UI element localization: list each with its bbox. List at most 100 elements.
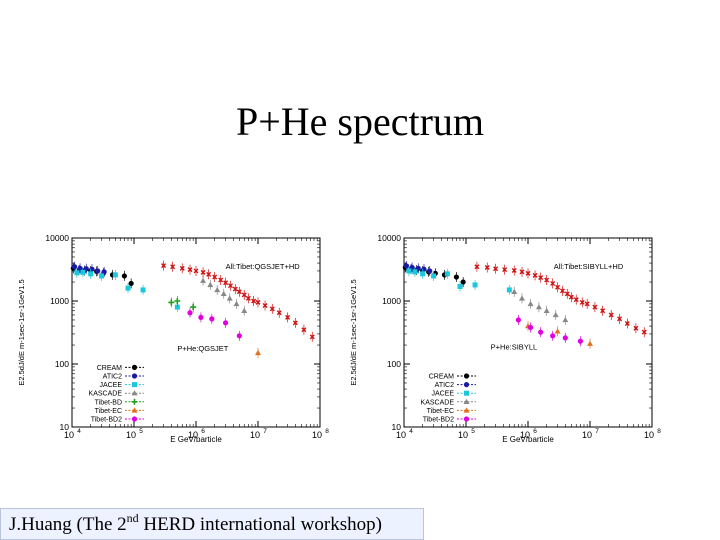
series-kascade	[200, 275, 248, 316]
series-tibet-bd	[168, 296, 197, 313]
x-tick-exponent: 4	[409, 428, 413, 435]
y-tick-label: 10000	[45, 233, 69, 243]
legend-label: KASCADE	[421, 399, 455, 406]
data-point	[262, 302, 268, 308]
x-tick-label: 10	[582, 430, 592, 440]
footer-text-sup: nd	[126, 511, 139, 525]
x-tick-exponent: 8	[657, 428, 661, 435]
data-point	[506, 287, 512, 293]
data-point	[412, 269, 418, 275]
data-point	[255, 299, 261, 305]
data-point	[174, 304, 180, 310]
x-tick-label: 10	[458, 430, 468, 440]
annotation-label: P+He:QGSJET	[177, 344, 228, 353]
legend-label: Tibet-BD2	[91, 417, 122, 424]
legend-marker	[463, 398, 470, 404]
legend-marker	[131, 407, 138, 413]
legend-label: KASCADE	[89, 391, 123, 398]
data-point	[421, 266, 427, 272]
legend-marker	[131, 398, 138, 405]
legend-label: JACEE	[431, 391, 454, 398]
data-point	[460, 279, 466, 285]
data-point	[95, 268, 101, 274]
data-point	[161, 263, 167, 269]
data-point	[207, 281, 214, 288]
x-tick-exponent: 5	[139, 428, 143, 435]
data-point	[128, 280, 134, 287]
data-point	[241, 292, 247, 298]
data-point	[121, 273, 127, 279]
data-point	[140, 287, 146, 293]
data-point	[214, 286, 221, 293]
y-tick-label: 1000	[382, 296, 401, 306]
y-tick-label: 10	[392, 422, 402, 432]
data-point	[600, 308, 606, 314]
data-point	[245, 295, 251, 301]
data-point	[187, 310, 193, 316]
x-tick-label: 10	[312, 430, 322, 440]
data-point	[550, 333, 556, 339]
x-axis-label: E GeV/particle	[502, 435, 554, 442]
data-point	[543, 307, 550, 313]
data-point	[431, 273, 437, 279]
data-point	[511, 267, 517, 273]
data-point	[227, 283, 233, 289]
legend-label: ATIC2	[435, 382, 454, 389]
data-point	[587, 340, 593, 346]
series-tibet-bd2	[187, 307, 242, 341]
data-point	[633, 325, 639, 331]
x-tick-exponent: 6	[201, 428, 205, 435]
series-all-tibet-qgsjet-hd	[161, 260, 315, 342]
data-point	[222, 320, 229, 326]
data-point	[309, 334, 315, 340]
footer-text-pre: J.Huang (The 2	[9, 514, 127, 535]
data-point	[532, 272, 538, 278]
legend-marker	[132, 382, 137, 388]
x-axis-label: E GeV/particle	[170, 435, 222, 442]
data-point	[559, 288, 565, 294]
data-point	[608, 312, 614, 318]
data-point	[474, 264, 480, 270]
data-point	[554, 328, 561, 334]
data-point	[170, 264, 176, 270]
data-point	[573, 297, 579, 303]
x-tick-exponent: 5	[471, 428, 475, 435]
x-tick-exponent: 6	[533, 428, 537, 435]
data-point	[427, 268, 433, 274]
footer-text-post: HERD international workshop)	[138, 514, 382, 535]
series-kascade	[511, 286, 569, 325]
data-point	[453, 274, 459, 280]
x-tick-label: 10	[188, 430, 198, 440]
data-point	[241, 307, 248, 313]
data-point	[535, 304, 542, 310]
series-tibet-bd2	[515, 314, 583, 347]
data-point	[641, 329, 647, 335]
legend-marker	[463, 416, 470, 422]
data-point	[80, 269, 86, 275]
x-tick-exponent: 4	[77, 428, 81, 435]
data-point	[555, 284, 561, 290]
x-tick-label: 10	[64, 430, 74, 440]
legend-label: Tibet-EC	[95, 408, 122, 415]
data-point	[568, 294, 574, 300]
legend-label: CREAM	[97, 365, 122, 372]
data-point	[301, 327, 307, 333]
annotation-label: All:Tibet:SIBYLL+HD	[554, 262, 624, 271]
data-point	[209, 316, 215, 322]
legend-marker	[463, 382, 470, 388]
y-axis-label: E2.5dJ/dE m-1sec-1sr-1GeV1.5	[349, 279, 358, 385]
data-point	[99, 273, 105, 279]
data-point	[74, 270, 80, 276]
series-all-tibet-sibyll-hd	[474, 261, 647, 338]
x-tick-label: 10	[250, 430, 260, 440]
y-tick-label: 1000	[50, 296, 69, 306]
data-point	[592, 304, 598, 310]
data-point	[89, 266, 95, 272]
data-point	[125, 285, 131, 291]
data-point	[579, 299, 585, 305]
data-point	[236, 289, 242, 295]
data-point	[168, 299, 175, 306]
data-point	[457, 283, 463, 289]
